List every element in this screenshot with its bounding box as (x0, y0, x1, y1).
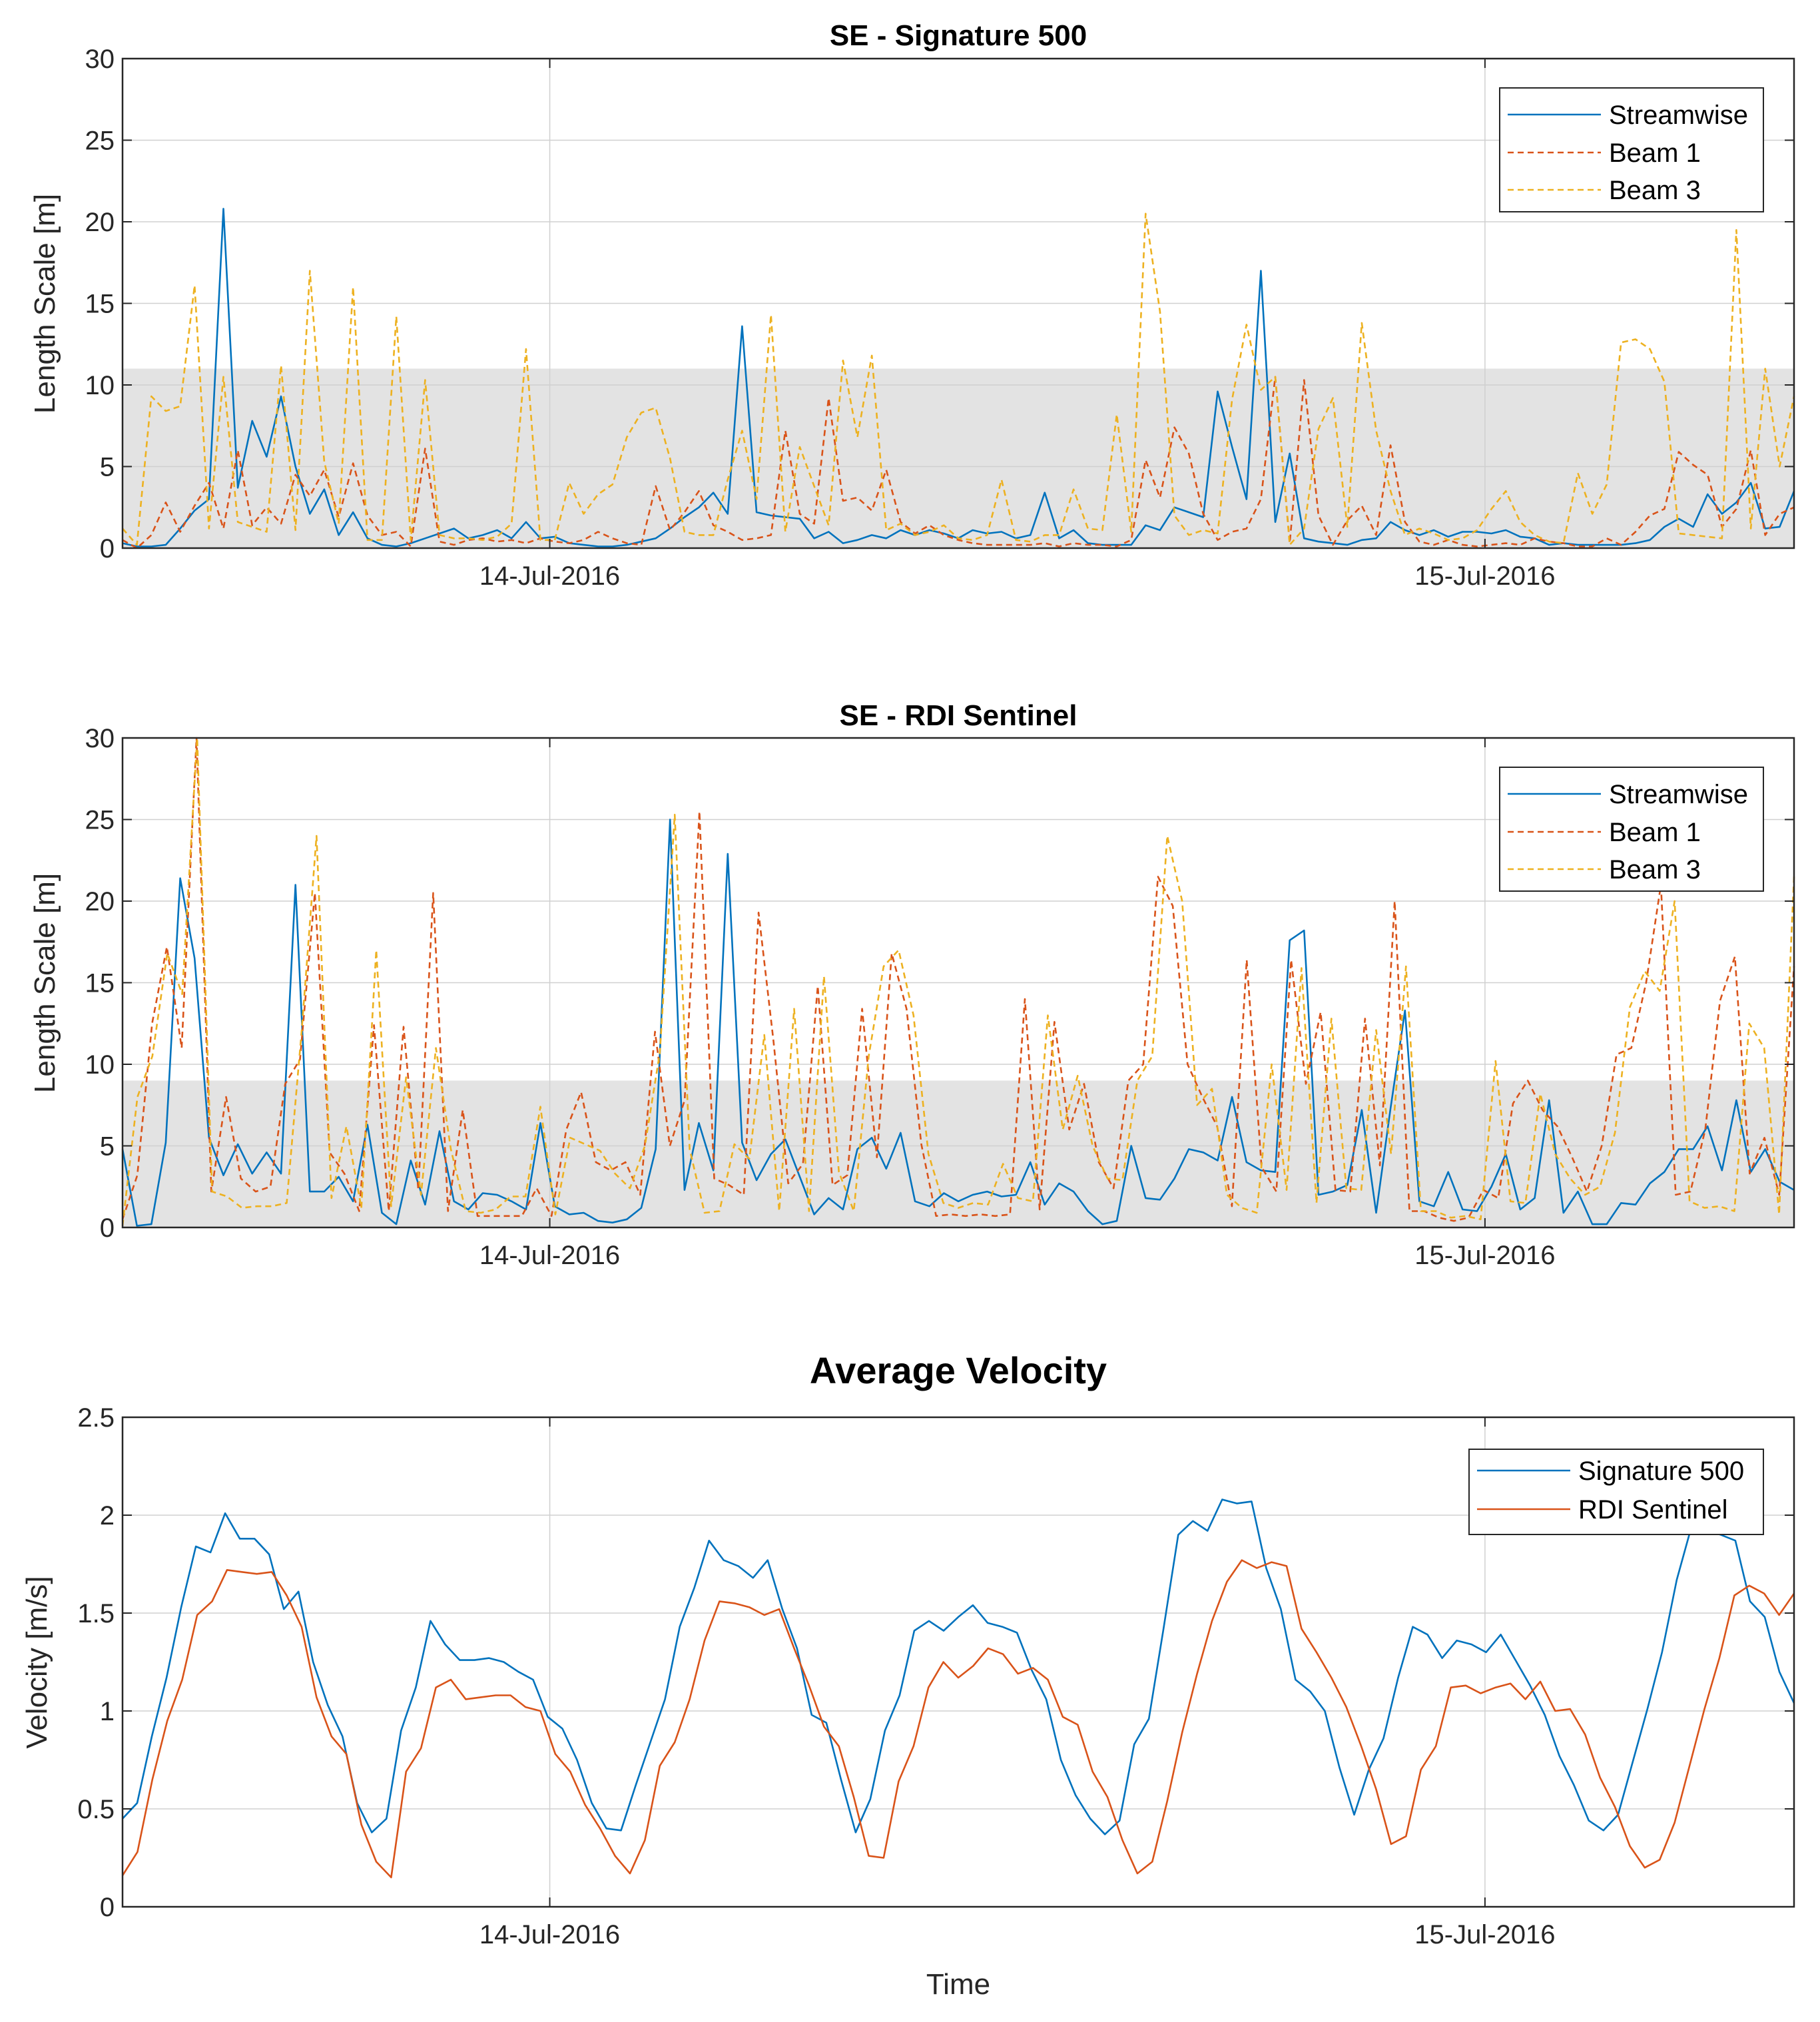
legend: Streamwise Beam 1 Beam 3 (1499, 87, 1764, 212)
shaded-range-band (123, 368, 1794, 548)
shaded-range-band (123, 1080, 1794, 1227)
legend-label-beam-3: Beam 3 (1609, 855, 1701, 884)
series-line-beam-3 (122, 212, 1795, 546)
legend-label-beam-1: Beam 1 (1609, 139, 1701, 168)
y-tick-label: 2 (100, 1501, 115, 1530)
y-tick-label: 10 (85, 1050, 115, 1080)
legend-box (1499, 87, 1764, 212)
y-tick-label: 15 (85, 969, 115, 998)
y-tick-label: 1.5 (77, 1599, 115, 1628)
y-tick-label: 0 (100, 1213, 115, 1243)
y-tick-label: 25 (85, 806, 115, 835)
legend-label-beam-1: Beam 1 (1609, 818, 1701, 847)
chart-title: Average Velocity (810, 1349, 1107, 1391)
y-axis-ticks: 0 0.5 1 1.5 2 2.5 (77, 1403, 1794, 1922)
series-line-streamwise (121, 819, 1795, 1227)
series-lines (121, 737, 1795, 1227)
y-axis-ticks: 0 5 10 15 20 25 30 (85, 45, 1794, 563)
y-tick-label: 0.5 (77, 1795, 115, 1824)
y-tick-label: 10 (85, 371, 115, 400)
legend: Streamwise Beam 1 Beam 3 (1499, 767, 1764, 892)
x-axis-ticks: 14-Jul-2016 15-Jul-2016 (479, 738, 1556, 1270)
legend-box (1468, 1449, 1764, 1535)
x-axis-label: Time (926, 1968, 990, 2001)
y-tick-label: 20 (85, 887, 115, 916)
y-tick-label: 0 (100, 1893, 115, 1922)
y-axis-ticks: 0 5 10 15 20 25 30 (85, 724, 1794, 1243)
x-axis-ticks: 14-Jul-2016 15-Jul-2016 (479, 1417, 1556, 1949)
y-tick-label: 30 (85, 45, 115, 74)
legend-label-signature-500: Signature 500 (1578, 1457, 1744, 1486)
legend-box (1499, 767, 1764, 892)
y-tick-label: 5 (100, 1132, 115, 1162)
series-line-signature-500 (122, 1499, 1795, 1836)
legend-label-streamwise: Streamwise (1609, 101, 1748, 130)
series-lines (122, 208, 1795, 549)
legend-label-beam-3: Beam 3 (1609, 176, 1701, 205)
y-tick-label: 0 (100, 534, 115, 563)
x-tick-label: 14-Jul-2016 (479, 1920, 620, 1949)
x-axis-ticks: 14-Jul-2016 15-Jul-2016 (479, 59, 1556, 591)
y-tick-label: 15 (85, 290, 115, 319)
y-tick-label: 5 (100, 453, 115, 482)
legend-label-rdi-sentinel: RDI Sentinel (1578, 1495, 1728, 1524)
series-line-beam-1 (122, 376, 1795, 549)
series-line-rdi-sentinel (121, 1559, 1795, 1879)
y-tick-label: 2.5 (77, 1403, 115, 1433)
chart-signature-500: SE - Signature 500 0 5 10 15 20 25 30 14-Jul-2… (29, 19, 1795, 591)
x-tick-label: 14-Jul-2016 (479, 1241, 620, 1270)
chart-title: SE - Signature 500 (830, 19, 1087, 52)
y-tick-label: 1 (100, 1697, 115, 1726)
series-line-beam-3 (121, 737, 1795, 1226)
y-tick-label: 25 (85, 127, 115, 156)
series-line-beam-1 (121, 737, 1795, 1222)
chart-rdi-sentinel: SE - RDI Sentinel 0 5 10 15 20 25 30 14-Jul-20… (29, 699, 1795, 1270)
y-axis-label: Length Scale [m] (29, 873, 61, 1093)
grid-lines (123, 59, 1794, 548)
x-tick-label: 15-Jul-2016 (1414, 1920, 1555, 1949)
series-lines (121, 1499, 1795, 1879)
y-tick-label: 30 (85, 724, 115, 753)
chart-average-velocity: Average Velocity 0 0.5 1 1.5 2 2.5 14-Jul-201… (21, 1349, 1795, 2001)
y-axis-label: Velocity [m/s] (21, 1576, 53, 1748)
chart-title: SE - RDI Sentinel (840, 699, 1077, 732)
y-tick-label: 20 (85, 208, 115, 237)
plot-frame (121, 1416, 1795, 1908)
legend: Signature 500 RDI Sentinel (1468, 1449, 1764, 1535)
legend-label-streamwise: Streamwise (1609, 780, 1748, 809)
x-tick-label: 15-Jul-2016 (1414, 1241, 1555, 1270)
x-tick-label: 15-Jul-2016 (1414, 561, 1555, 591)
x-tick-label: 14-Jul-2016 (479, 561, 620, 591)
y-axis-label: Length Scale [m] (29, 194, 61, 414)
